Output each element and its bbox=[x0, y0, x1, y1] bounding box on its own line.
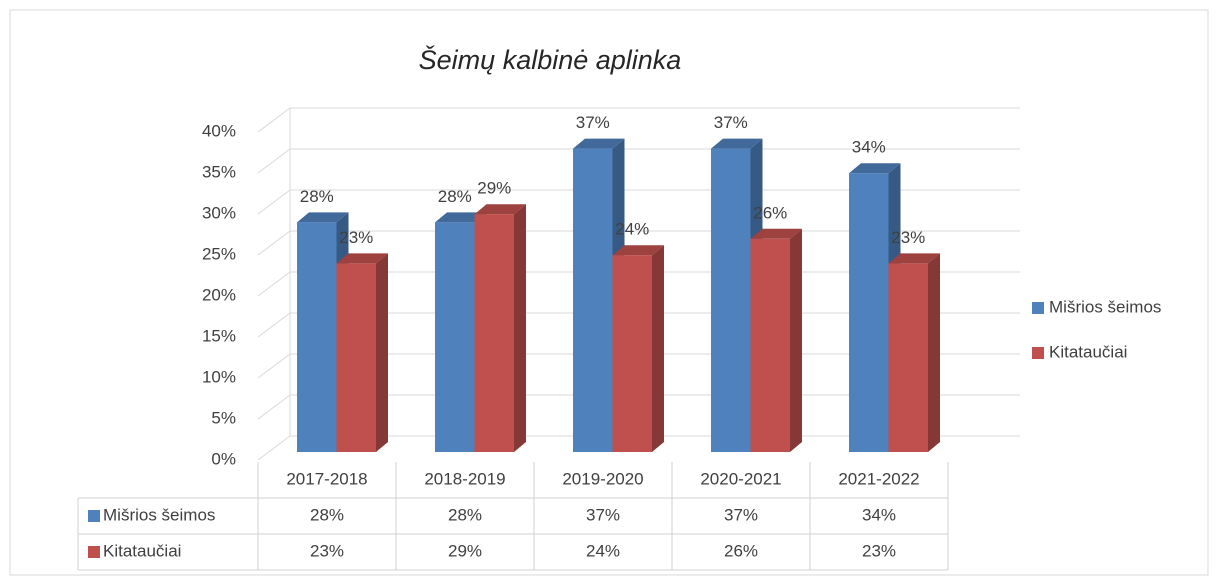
bar bbox=[474, 214, 514, 452]
grid-line bbox=[257, 353, 291, 379]
bar bbox=[297, 222, 337, 452]
grid-line bbox=[257, 435, 291, 461]
bar-top bbox=[888, 253, 940, 264]
bar-side bbox=[514, 204, 526, 452]
bar-top bbox=[711, 138, 763, 149]
grid-line bbox=[257, 230, 291, 256]
table-legend-key bbox=[88, 546, 100, 558]
table-cell: 26% bbox=[724, 541, 758, 560]
legend-key bbox=[1032, 347, 1044, 359]
grid-line bbox=[257, 148, 291, 174]
table-cell: 23% bbox=[862, 541, 896, 560]
data-label: 23% bbox=[339, 228, 373, 247]
x-tick-label: 2017-2018 bbox=[286, 469, 367, 488]
bar bbox=[435, 222, 475, 452]
bar bbox=[888, 263, 928, 452]
bar bbox=[750, 238, 790, 452]
grid-line bbox=[257, 189, 291, 215]
y-tick-label: 25% bbox=[202, 244, 236, 263]
table-cell: 24% bbox=[586, 541, 620, 560]
chart-title: Šeimų kalbinė aplinka bbox=[419, 44, 682, 75]
x-tick-label: 2019-2020 bbox=[562, 469, 643, 488]
bar bbox=[849, 173, 889, 452]
bar-side bbox=[376, 253, 388, 452]
bar-top bbox=[435, 212, 487, 223]
y-tick-label: 5% bbox=[211, 408, 236, 427]
table-cell: 29% bbox=[448, 541, 482, 560]
data-label: 37% bbox=[714, 113, 748, 132]
table-legend-key bbox=[88, 510, 100, 522]
x-tick-label: 2020-2021 bbox=[700, 469, 781, 488]
legend-label: Kitataučiai bbox=[1049, 342, 1127, 361]
bar-top bbox=[474, 204, 526, 215]
bar-side bbox=[928, 253, 940, 452]
bar-top bbox=[612, 245, 664, 256]
x-tick-label: 2021-2022 bbox=[838, 469, 919, 488]
bar-side bbox=[652, 245, 664, 452]
table-cell: 34% bbox=[862, 505, 896, 524]
grid-line bbox=[257, 312, 291, 338]
bar-top bbox=[297, 212, 349, 223]
bar bbox=[711, 148, 751, 452]
y-tick-label: 15% bbox=[202, 326, 236, 345]
bar bbox=[573, 148, 613, 452]
table-row-label: Kitataučiai bbox=[103, 541, 181, 560]
data-label: 23% bbox=[891, 228, 925, 247]
data-label: 37% bbox=[576, 113, 610, 132]
grid-line bbox=[257, 107, 291, 133]
y-tick-label: 35% bbox=[202, 162, 236, 181]
y-tick-label: 30% bbox=[202, 203, 236, 222]
table-cell: 37% bbox=[586, 505, 620, 524]
bar bbox=[336, 263, 376, 452]
y-tick-label: 20% bbox=[202, 285, 236, 304]
bar-top bbox=[750, 228, 802, 239]
data-label: 26% bbox=[753, 203, 787, 222]
y-tick-label: 0% bbox=[211, 449, 236, 468]
table-cell: 28% bbox=[310, 505, 344, 524]
table-row-label: Mišrios šeimos bbox=[103, 505, 215, 524]
table-cell: 37% bbox=[724, 505, 758, 524]
grid-line bbox=[257, 394, 291, 420]
y-tick-label: 40% bbox=[202, 121, 236, 140]
legend-key bbox=[1032, 302, 1044, 314]
data-label: 24% bbox=[615, 220, 649, 239]
table-cell: 23% bbox=[310, 541, 344, 560]
x-tick-label: 2018-2019 bbox=[424, 469, 505, 488]
data-label: 28% bbox=[438, 187, 472, 206]
bar-side bbox=[790, 228, 802, 452]
data-label: 34% bbox=[852, 138, 886, 157]
data-label: 28% bbox=[300, 187, 334, 206]
bar-top bbox=[573, 138, 625, 149]
bar-top bbox=[849, 163, 901, 174]
legend-label: Mišrios šeimos bbox=[1049, 297, 1161, 316]
bar-top bbox=[336, 253, 388, 264]
table-cell: 28% bbox=[448, 505, 482, 524]
y-tick-label: 10% bbox=[202, 367, 236, 386]
data-label: 29% bbox=[477, 179, 511, 198]
bar bbox=[612, 255, 652, 452]
grid-line bbox=[257, 271, 291, 297]
